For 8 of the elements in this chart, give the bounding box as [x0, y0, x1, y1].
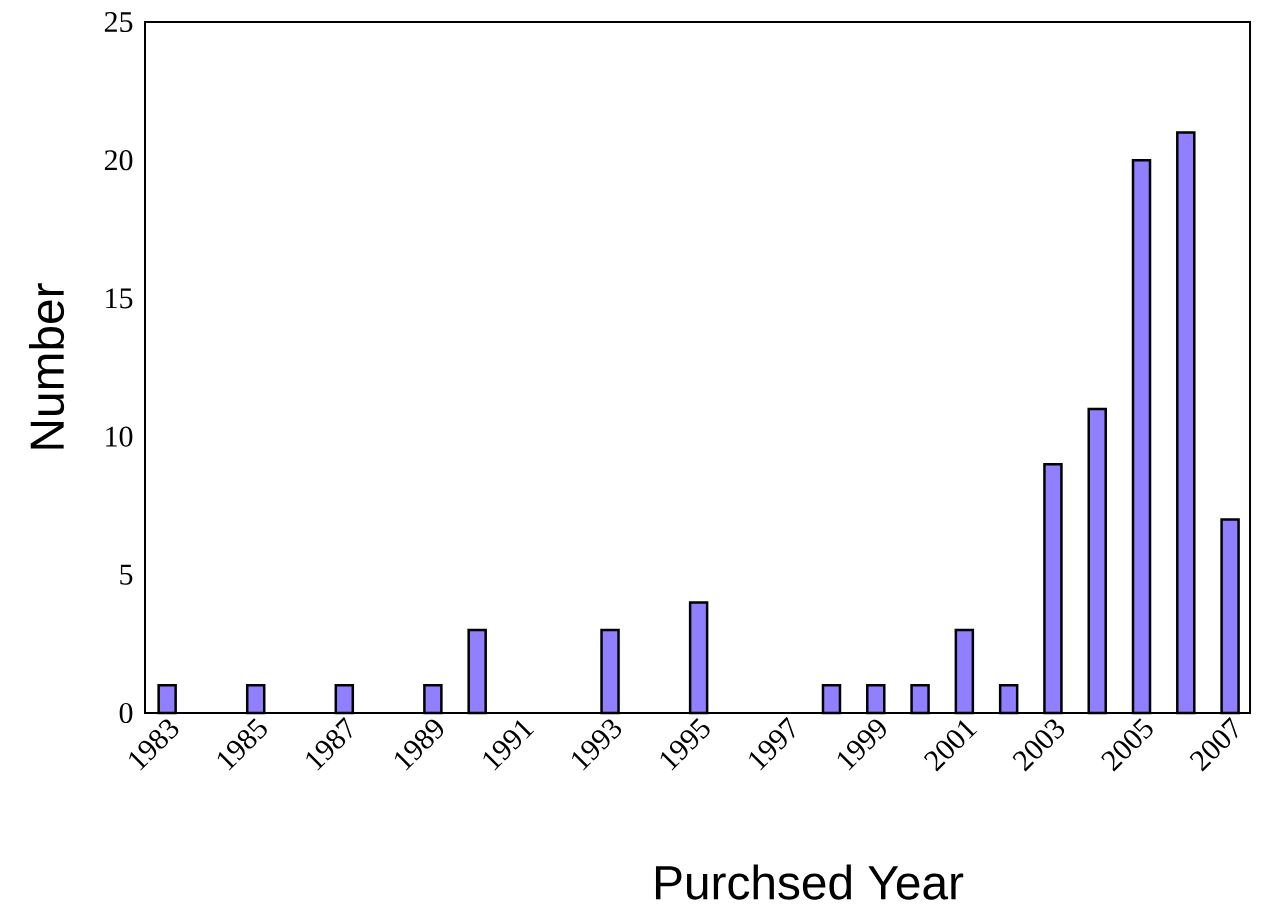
- y-tick-label: 25: [104, 11, 133, 33]
- y-tick-label: 20: [104, 150, 133, 171]
- x-tick-label: 1991: [483, 720, 535, 771]
- y-tick-label: 15: [106, 288, 133, 309]
- y-axis-title: Number: [29, 283, 65, 449]
- y-tick-label: 10: [106, 426, 133, 447]
- x-axis-title: Purchsed Year: [655, 864, 964, 900]
- y-tick-label: 5: [120, 564, 133, 585]
